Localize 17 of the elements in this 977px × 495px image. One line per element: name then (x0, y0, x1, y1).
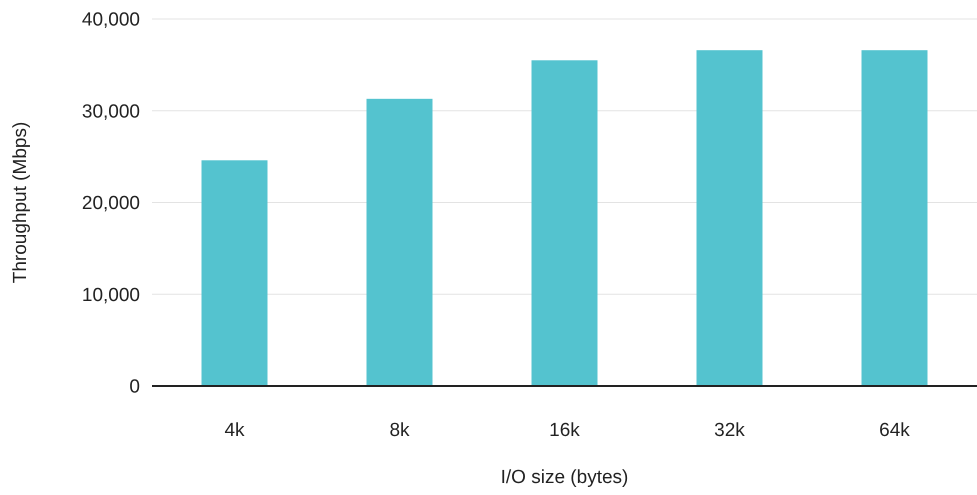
y-tick-label: 0 (129, 376, 140, 398)
y-tick-label: 40,000 (82, 10, 140, 31)
x-axis-title: I/O size (bytes) (500, 467, 628, 488)
x-tick-label: 16k (549, 420, 580, 441)
x-tick-label: 8k (389, 420, 410, 441)
bar (366, 98, 432, 386)
bar (202, 160, 268, 386)
x-tick-label: 32k (714, 420, 746, 441)
bar (862, 50, 928, 386)
bar (532, 60, 598, 386)
y-axis-title: Throughput (Mbps) (10, 122, 31, 284)
x-tick-label: 64k (879, 420, 910, 441)
y-tick-label: 20,000 (82, 193, 140, 214)
y-tick-label: 30,000 (82, 101, 140, 122)
bar (696, 50, 762, 386)
x-tick-label: 4k (224, 420, 246, 441)
y-tick-label: 10,000 (82, 284, 140, 306)
